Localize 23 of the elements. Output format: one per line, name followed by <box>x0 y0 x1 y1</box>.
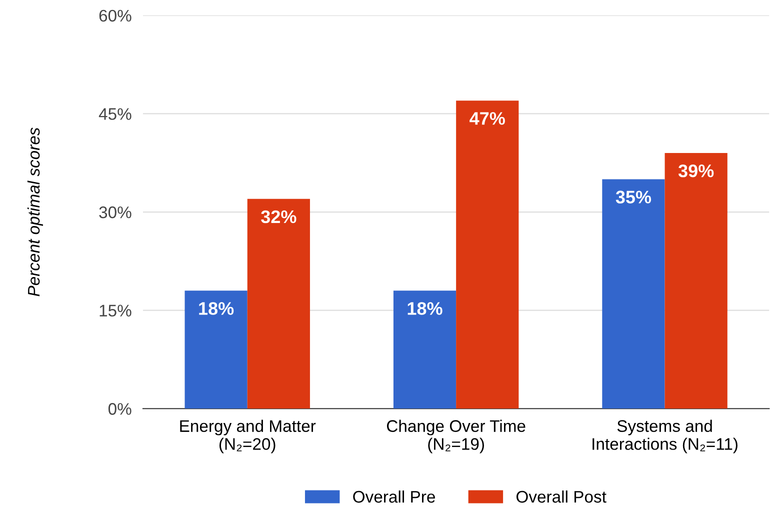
legend-label: Overall Post <box>516 490 606 503</box>
bar <box>393 290 456 409</box>
data-label: 32% <box>261 210 296 224</box>
x-tick-label: Systems and Interactions (N₂=11) <box>592 420 738 454</box>
bar <box>664 153 728 409</box>
y-axis-title: Percent optimal scores <box>27 128 43 296</box>
bar <box>184 290 248 409</box>
legend-label: Overall Pre <box>353 490 435 503</box>
bar <box>456 100 519 409</box>
y-tick-label: 45% <box>98 108 132 120</box>
y-tick-label: 15% <box>100 304 132 317</box>
data-label: 18% <box>199 302 234 315</box>
x-tick-label: Energy and Matter (N₂=20) <box>180 420 316 454</box>
data-label: 35% <box>616 190 652 204</box>
y-tick-label: 60% <box>99 10 132 22</box>
data-label: 18% <box>408 302 442 315</box>
data-label: 39% <box>678 164 714 178</box>
y-tick-label: 30% <box>99 206 132 218</box>
bar <box>602 179 665 409</box>
y-tick-label: 0% <box>108 403 132 415</box>
x-tick-label: Change Over Time (N₂=19) <box>386 420 526 454</box>
data-label: 47% <box>470 112 505 125</box>
bar <box>247 198 310 409</box>
